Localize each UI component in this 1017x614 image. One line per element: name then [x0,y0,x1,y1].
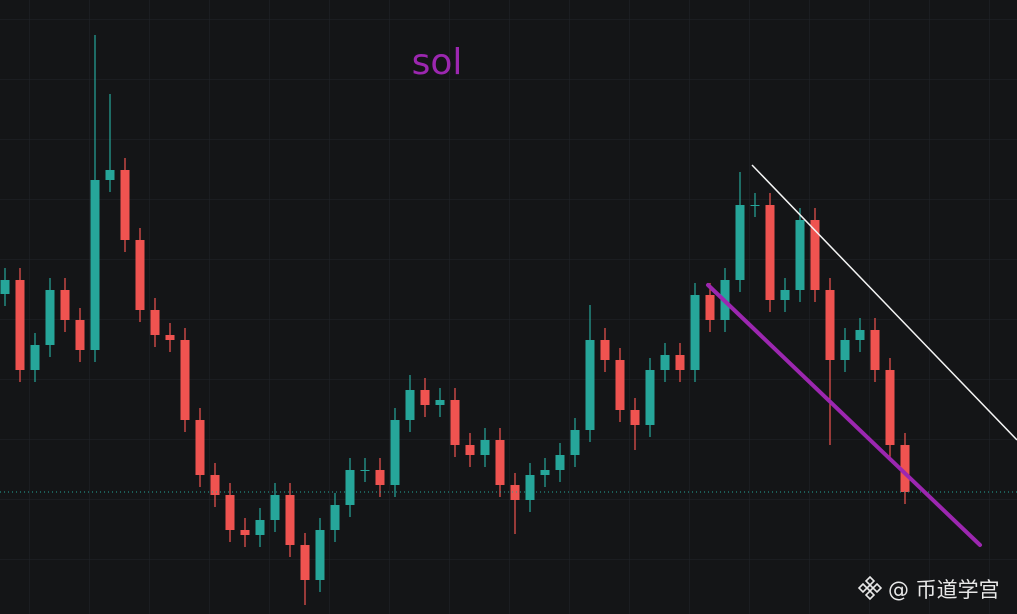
chart-title: sol [412,42,463,83]
candle-body [810,220,820,290]
candle-body [555,455,565,470]
candle-body [780,290,790,300]
candle-body [75,320,85,350]
candle-body [315,530,325,580]
candle-body [435,400,445,405]
candle-body [855,330,865,340]
candle-body [90,180,100,350]
candle-body [615,360,625,410]
candle-body [15,280,25,370]
candle-body [360,470,370,471]
candle-body [795,220,805,290]
candle-body [60,290,70,320]
candle-body [480,440,490,455]
candle-body [270,495,280,520]
candle-body [390,420,400,485]
candle-body [165,335,175,340]
candle-body [510,485,520,500]
candle-body [645,370,655,425]
candle-body [750,205,760,206]
candle-body [735,205,745,280]
candle-body [675,355,685,370]
candle-body [465,445,475,455]
candle-body [885,370,895,445]
candle-body [345,470,355,505]
candle-body [225,495,235,530]
candle-body [420,390,430,405]
candle-body [570,430,580,455]
candle-body [300,545,310,580]
candle-body [840,340,850,360]
candle-body [30,345,40,370]
candle-body [285,495,295,545]
candle-body [375,470,385,485]
candle-body [690,295,700,370]
candle-body [105,170,115,180]
candle-body [495,440,505,485]
candle-body [525,475,535,500]
candle-body [405,390,415,420]
candle-body [900,445,910,492]
candle-body [120,170,130,240]
candle-body [765,205,775,300]
candle-body [825,290,835,360]
candle-body [240,530,250,535]
trend-line [706,283,982,547]
candle-body [870,330,880,370]
candle-body [210,475,220,495]
candle-body [135,240,145,310]
candle-body [180,340,190,420]
candle-body [630,410,640,425]
candle-body [600,340,610,360]
watermark: @ 币道学宫 [888,578,1000,602]
candle-body [450,400,460,445]
candle-body [255,520,265,535]
logo [857,575,883,601]
candles [0,35,1017,605]
candle-body [705,295,715,320]
candle-body [330,505,340,530]
candle-body [45,290,55,345]
trend-line [751,164,1017,441]
candle-body [660,355,670,370]
candle-body [150,310,160,335]
candle-body [195,420,205,475]
candle-body [540,470,550,475]
candle-body [0,280,10,294]
candle-body [585,340,595,430]
